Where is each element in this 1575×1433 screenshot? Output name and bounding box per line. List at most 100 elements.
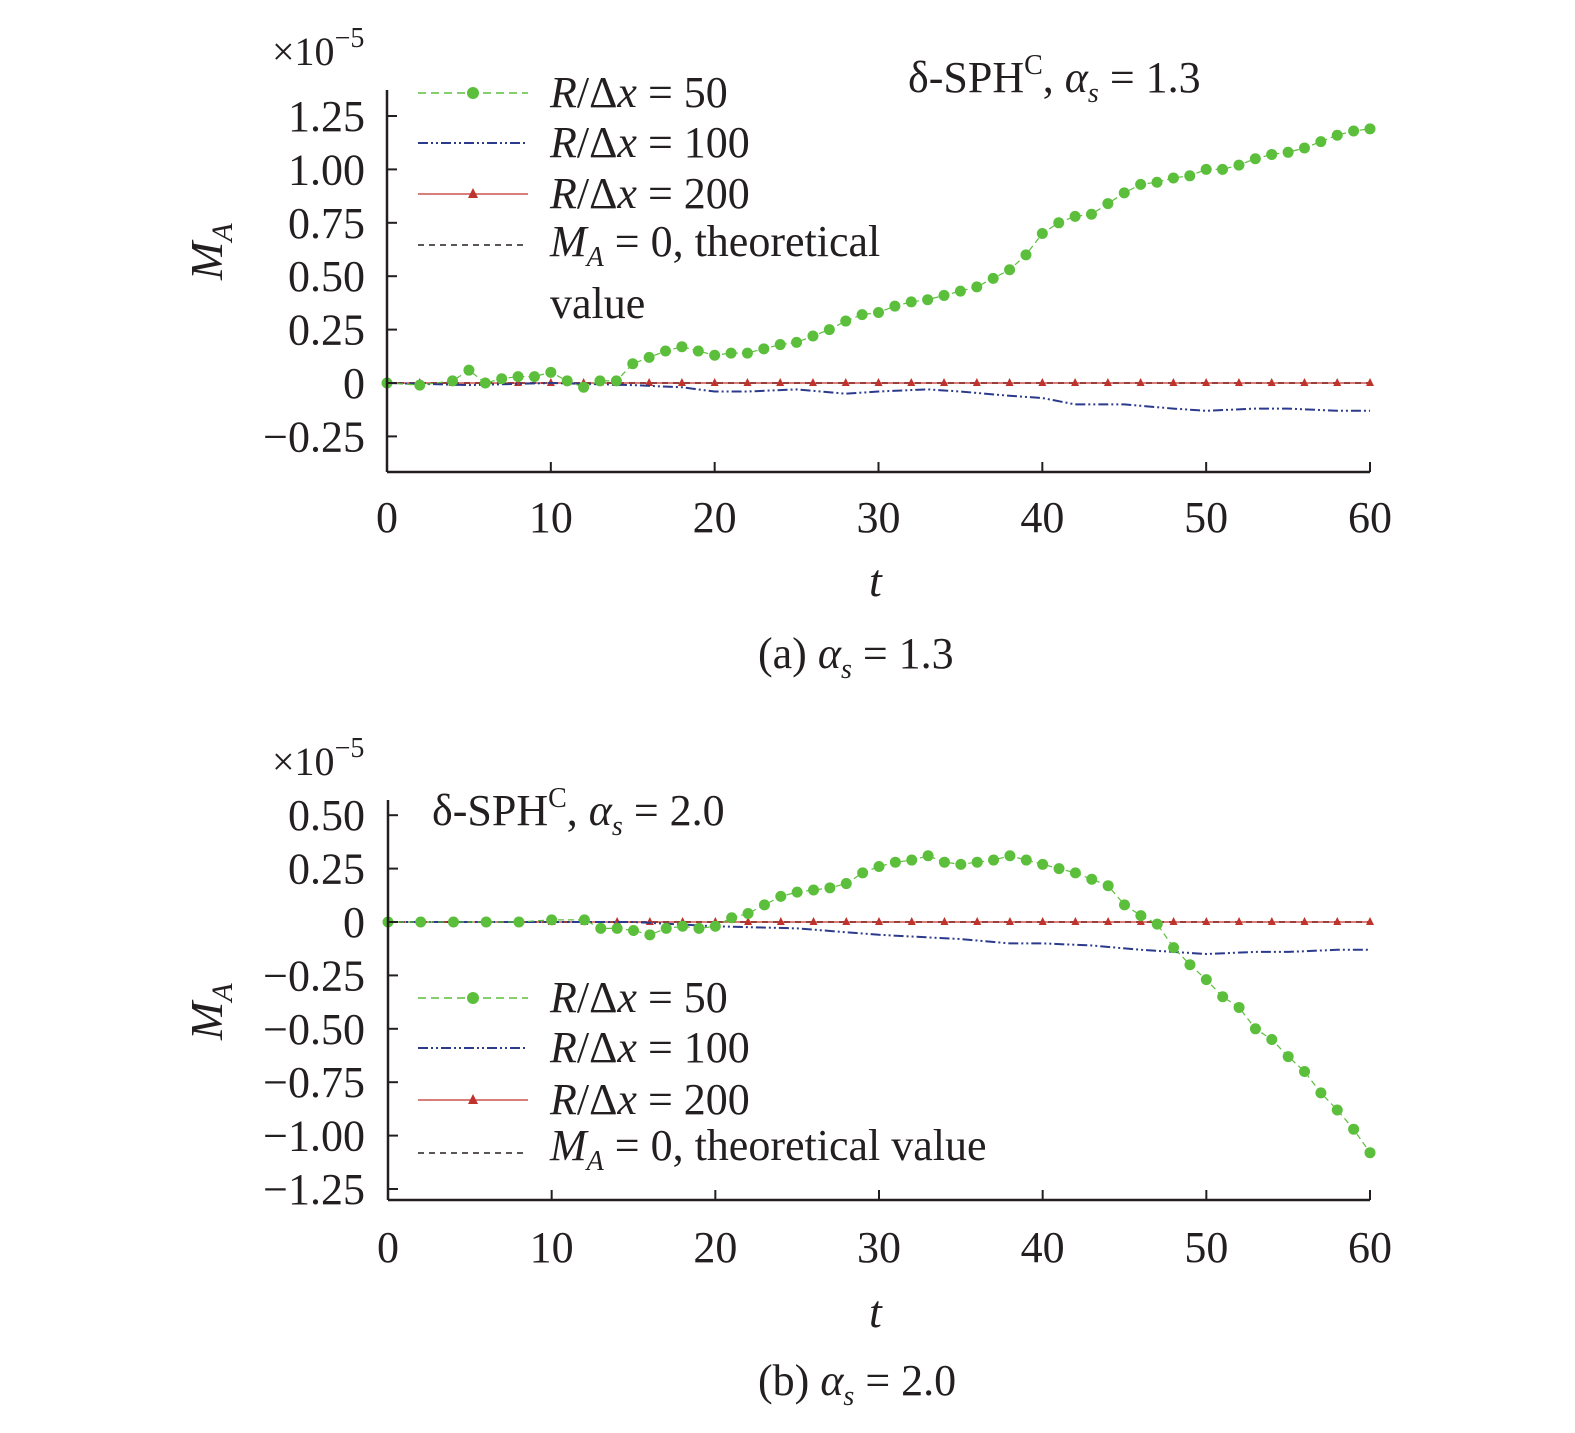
legend-a-label-200: R/Δx = 200	[549, 169, 750, 218]
panel-a-series-50-point	[545, 366, 557, 378]
panel-a-series-200-point	[1366, 378, 1374, 386]
panel-a-series-50-point	[578, 381, 590, 393]
panel-a-series-50-point	[447, 375, 459, 387]
panel-a-series-200-point	[776, 378, 785, 386]
panel-a-series-200-point	[743, 378, 752, 386]
panel-b-series-50-line	[388, 855, 1371, 1154]
panel-a-series-50-point	[807, 330, 819, 342]
panel-a-ytick-label: 0.50	[288, 252, 365, 301]
panel-b-series-50-point	[791, 886, 803, 898]
panel-b-series-200-point	[1038, 917, 1047, 925]
legend-b-item-200: R/Δx = 200	[418, 1075, 750, 1124]
panel-b-series-200-point	[1366, 917, 1374, 925]
panel-b-series-50-point	[1249, 1023, 1261, 1035]
panel-b-series-50-point	[906, 854, 918, 866]
legend-a-marker-50	[467, 87, 479, 99]
legend-a-label-theoretical: MA = 0, theoretical	[549, 217, 880, 273]
panel-b-series-200-point	[744, 917, 753, 925]
panel-a-series-200-point	[546, 378, 555, 386]
panel-b-series-200-point	[973, 917, 982, 925]
panel-b-series-50-point	[644, 929, 656, 941]
panel-b-series-200-point	[940, 917, 949, 925]
panel-b-caption: (b) αs = 2.0	[758, 1356, 956, 1412]
panel-a-series-200-point	[1267, 378, 1276, 386]
panel-a-series-50-point	[725, 347, 737, 359]
panel-a-ytick-label: −0.25	[263, 412, 365, 461]
panel-a-xtick-label: 40	[1020, 493, 1064, 542]
panel-a-series-200-point	[677, 378, 686, 386]
panel-b-xtick-label: 60	[1348, 1223, 1392, 1272]
panel-b-series-50-point	[660, 922, 672, 934]
panel-b-series-200-point	[875, 917, 883, 925]
panel-a-series-50-point	[1249, 153, 1261, 165]
panel-a-series-50-point	[840, 315, 852, 327]
panel-b-series-50-point	[775, 890, 787, 902]
legend-b-item-50: R/Δx = 50	[418, 973, 728, 1022]
panel-a-ytick-label: 1.25	[288, 92, 365, 141]
legend-b-label-theoretical: MA = 0, theoretical value	[549, 1121, 987, 1177]
panel-b-series-200-point	[907, 917, 916, 925]
panel-a-ytick-label: 1.00	[288, 145, 365, 194]
panel-b-series-50-point	[971, 856, 983, 868]
panel-a-series-50-point	[643, 351, 655, 363]
panel-a-series-200-point	[1038, 378, 1047, 386]
panel-b-series-200-point	[776, 917, 785, 925]
panel-a-series-50-point	[1036, 227, 1048, 239]
panel-a-series-50-point	[528, 371, 540, 383]
panel-a-xtick-label: 60	[1348, 493, 1392, 542]
panel-b-series-50-point	[922, 850, 934, 862]
panel-b-series-layer	[382, 850, 1376, 1159]
panel-a-series-50-point	[1282, 146, 1294, 158]
legend-b-label-100: R/Δx = 100	[549, 1023, 750, 1072]
panel-a-series-200-point	[710, 378, 719, 386]
panel-a-series-200-point	[1103, 378, 1112, 386]
panel-b-series-50-point	[988, 854, 1000, 866]
panel-a-series-50-point	[922, 294, 934, 306]
panel-a-xtick-label: 30	[857, 493, 901, 542]
panel-b-series-50-point	[873, 860, 885, 872]
panel-b-series-50-point	[628, 925, 639, 937]
panel-b-series-200-point	[1104, 917, 1113, 925]
panel-a-series-50-point	[627, 358, 639, 370]
panel-b-series-50-point	[1331, 1104, 1343, 1116]
panel-a-series-50-point	[479, 377, 491, 389]
panel-b-series-50-point	[889, 856, 901, 868]
panel-b-series-50-point	[1282, 1051, 1294, 1063]
panel-b-series-50-point	[1151, 918, 1163, 930]
panel-a-series-50-point	[610, 375, 622, 387]
panel-b-series-50-point	[1020, 854, 1032, 866]
legend-b-label-200: R/Δx = 200	[549, 1075, 750, 1124]
panel-a-series-200-point	[1333, 378, 1342, 386]
panel-a-series-50-point	[1135, 178, 1147, 190]
panel-b-series-50-point	[1200, 974, 1212, 986]
panel-b-series-50-point	[1217, 991, 1229, 1003]
panel-a-series-50-point	[823, 324, 835, 336]
panel-a-ytick-label: 0	[343, 359, 365, 408]
panel-b-legend: R/Δx = 50 R/Δx = 100 R/Δx = 200 MA = 0, …	[418, 973, 987, 1177]
legend-a-label-100: R/Δx = 100	[549, 118, 750, 167]
panel-b-series-50-point	[1102, 880, 1114, 892]
panel-b-xtick-label: 40	[1021, 1223, 1065, 1272]
panel-b-series-200-point	[1235, 917, 1244, 925]
panel-b-series-50-point	[677, 920, 689, 932]
panel-a-series-200-point	[1071, 378, 1080, 386]
panel-a-series-layer	[381, 123, 1376, 412]
panel-b-series-50-point	[758, 899, 770, 911]
legend-a-label-theoretical-line2: value	[550, 279, 645, 328]
panel-b-series-50-point	[1069, 867, 1081, 879]
panel-b-ytick-label: 0	[343, 898, 365, 947]
panel-a-series-50-point	[954, 285, 966, 297]
panel-b-series-200-point	[1169, 917, 1178, 925]
panel-b-ytick-label: 0.25	[288, 845, 365, 894]
panel-a-series-50-point	[741, 347, 753, 359]
panel-a-series-50-point	[987, 272, 999, 284]
panel-b-series-50-point	[546, 914, 558, 926]
panel-b-series-50-point	[824, 882, 836, 894]
panel-a-ytick-label: 0.25	[288, 306, 365, 355]
panel-b-xtick-label: 20	[693, 1223, 737, 1272]
panel-a-series-200-point	[1169, 378, 1178, 386]
panel-b-series-50-point	[595, 922, 607, 934]
panel-a-series-50-point	[889, 300, 901, 312]
